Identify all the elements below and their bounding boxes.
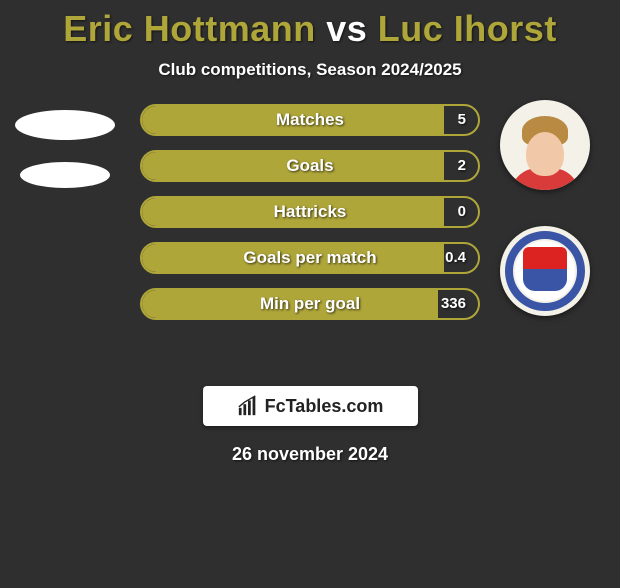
- comparison-title: Eric Hottmann vs Luc Ihorst: [0, 8, 620, 50]
- stat-right-value: 0: [458, 198, 466, 226]
- stat-label: Hattricks: [142, 198, 478, 226]
- stat-bar-goals: Goals 2: [140, 150, 480, 182]
- player1-name: Eric Hottmann: [63, 8, 316, 49]
- stat-right-value: 0.4: [445, 244, 466, 272]
- club-badge: [500, 226, 590, 316]
- brand-box: FcTables.com: [203, 386, 418, 426]
- stat-label: Goals per match: [142, 244, 478, 272]
- stat-right-value: 5: [458, 106, 466, 134]
- stat-label: Matches: [142, 106, 478, 134]
- stat-bar-goals-per-match: Goals per match 0.4: [140, 242, 480, 274]
- stat-right-value: 336: [441, 290, 466, 318]
- left-ellipse-top: [15, 110, 115, 140]
- left-decor: [10, 110, 120, 188]
- bar-chart-icon: [237, 395, 259, 417]
- stat-bar-hattricks: Hattricks 0: [140, 196, 480, 228]
- stats-area: Matches 5 Goals 2 Hattricks 0 Goals per …: [0, 110, 620, 370]
- vs-text: vs: [326, 8, 367, 49]
- stat-bar-min-per-goal: Min per goal 336: [140, 288, 480, 320]
- date-text: 26 november 2024: [0, 444, 620, 465]
- player-photo: [500, 100, 590, 190]
- stat-label: Min per goal: [142, 290, 478, 318]
- right-images: [500, 100, 600, 316]
- stat-label: Goals: [142, 152, 478, 180]
- season-subtitle: Club competitions, Season 2024/2025: [0, 60, 620, 80]
- brand-text: FcTables.com: [265, 396, 384, 417]
- club-badge-icon: [505, 231, 585, 311]
- player2-name: Luc Ihorst: [378, 8, 557, 49]
- stat-bars: Matches 5 Goals 2 Hattricks 0 Goals per …: [140, 104, 480, 320]
- stat-bar-matches: Matches 5: [140, 104, 480, 136]
- stat-right-value: 2: [458, 152, 466, 180]
- left-ellipse-bottom: [20, 162, 110, 188]
- player-face-icon: [510, 110, 580, 180]
